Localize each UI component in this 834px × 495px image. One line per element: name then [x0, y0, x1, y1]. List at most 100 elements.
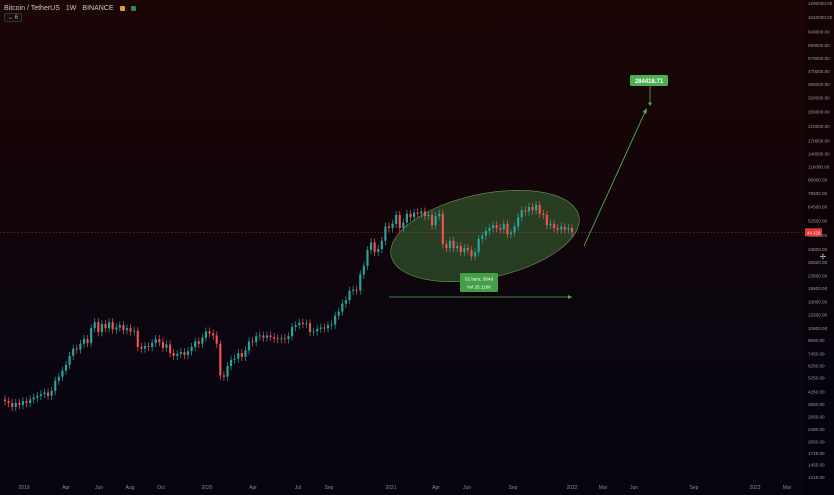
candle-body: [398, 214, 401, 229]
current-price-label: 44 156: [807, 230, 821, 235]
candle-body: [57, 376, 60, 381]
measure-volume-label: Vol 25.118K: [467, 285, 492, 290]
candle-body: [172, 353, 175, 356]
candle-body: [107, 322, 111, 329]
candle-body: [36, 395, 39, 398]
candle-body: [459, 246, 462, 253]
y-tick-label: 2950.00: [808, 415, 825, 420]
candle-body: [240, 353, 243, 357]
candle-body: [369, 242, 373, 251]
candle-body: [362, 265, 365, 275]
candle-body: [25, 401, 28, 404]
candle-body: [488, 228, 491, 232]
candle-body: [495, 225, 498, 229]
target-label-box[interactable]: [630, 75, 668, 86]
y-tick-label: 23500.00: [808, 273, 828, 278]
candle-body: [291, 326, 294, 337]
candle-body: [427, 214, 430, 217]
candle-body: [158, 339, 161, 343]
candle-body: [334, 315, 337, 325]
candle-body: [269, 335, 272, 337]
y-tick-label: 2450.00: [808, 427, 825, 432]
candle-body: [301, 322, 304, 324]
y-tick-label: 10800.00: [808, 326, 828, 331]
candle-body: [50, 390, 53, 396]
target-price-label: 284418.71: [635, 79, 664, 85]
exchange-label: BINANCE: [82, 4, 114, 12]
y-tick-label: 1725.00: [808, 451, 825, 456]
candle-body: [122, 325, 125, 331]
candle-body: [14, 403, 17, 407]
candle-body: [64, 364, 68, 371]
candle-body: [230, 359, 233, 367]
candle-body: [434, 216, 437, 226]
y-tick-label: 96000.00: [808, 177, 828, 182]
y-tick-label: 28500.00: [808, 260, 828, 265]
candle-body: [535, 204, 538, 211]
candle-body: [387, 226, 391, 229]
interval-label[interactable]: 1W: [65, 4, 77, 12]
indicators-toggle-button[interactable]: ⌄ 6: [4, 13, 23, 22]
projection-arrow[interactable]: [583, 111, 646, 247]
candle-body: [441, 213, 444, 245]
candle-body: [212, 333, 215, 336]
candle-body: [226, 366, 229, 377]
candle-body: [405, 213, 409, 223]
candle-body: [545, 214, 548, 226]
candle-body: [154, 339, 157, 343]
candle-body: [75, 348, 78, 350]
candle-body: [506, 223, 509, 235]
y-tick-label: 570000.00: [808, 56, 830, 61]
candle-body: [470, 250, 473, 257]
candle-body: [330, 324, 333, 326]
candle-body: [352, 289, 355, 291]
candle-body: [509, 232, 513, 235]
candle-body: [21, 401, 25, 405]
x-tick-label: Sep: [325, 485, 334, 491]
data-status-icon: [130, 5, 136, 11]
y-tick-label: 390000.00: [808, 82, 830, 87]
candle-body: [133, 330, 136, 332]
candle-body: [258, 335, 261, 337]
candle-body: [420, 211, 423, 214]
candle-body: [538, 204, 541, 214]
candle-body: [448, 240, 452, 249]
x-tick-label: Aug: [126, 485, 135, 491]
candle-body: [560, 226, 563, 230]
y-tick-label: 210000.00: [808, 124, 830, 129]
candle-body: [549, 223, 552, 226]
candle-body: [179, 352, 182, 354]
y-tick-label: 4250.00: [808, 390, 825, 395]
candle-body: [474, 252, 477, 257]
candle-body: [423, 211, 426, 217]
candle-body: [463, 248, 466, 253]
candle-body: [438, 213, 441, 217]
date-range-arrowhead: [568, 295, 572, 299]
candle-body: [186, 351, 190, 355]
candle-body: [466, 248, 470, 251]
x-tick-label: Jul: [295, 485, 301, 491]
symbol-title[interactable]: Bitcoin / TetherUS: [4, 4, 60, 12]
candle-body: [39, 394, 42, 396]
candle-body: [237, 353, 240, 359]
candle-body: [29, 399, 32, 404]
market-status-icon: [119, 5, 125, 11]
candle-body: [244, 350, 247, 357]
candle-body: [416, 212, 419, 214]
x-tick-label: Jun: [95, 485, 103, 491]
candle-body: [326, 325, 330, 329]
candle-body: [115, 327, 118, 330]
measure-label-box: [460, 273, 498, 292]
candle-body: [481, 235, 484, 240]
candle-body: [176, 353, 179, 356]
price-axis[interactable]: [805, 0, 834, 495]
y-tick-label: 320000.00: [808, 95, 830, 100]
y-tick-label: 690000.00: [808, 43, 830, 48]
candle-body: [377, 249, 380, 253]
candle-body: [402, 222, 405, 229]
candle-body: [513, 226, 516, 233]
candle-body: [395, 214, 398, 224]
candle-body: [280, 338, 283, 340]
candle-body: [111, 322, 114, 330]
